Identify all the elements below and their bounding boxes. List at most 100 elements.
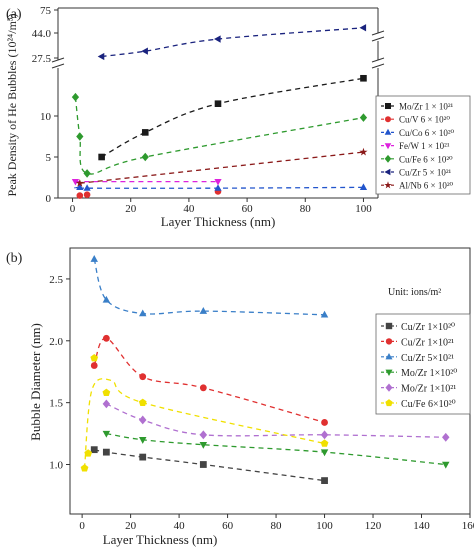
data-point [102, 388, 111, 397]
data-point [214, 178, 222, 186]
data-point [359, 147, 368, 156]
y-tick-label: 27.5 [32, 53, 52, 65]
fit-curve [101, 27, 364, 58]
data-point [75, 178, 84, 187]
panel-b-points [80, 255, 450, 484]
data-point [102, 399, 111, 409]
data-point [442, 461, 450, 469]
panel-b-legend-items: Cu/Zr 1×10²⁰ Cu/Zr 1×10²¹ Cu/Zr 5×10²¹ Mo/Z… [381, 322, 457, 410]
data-point [321, 477, 328, 484]
y-tick-label: 44.0 [32, 28, 52, 40]
x-tick-label: 20 [125, 203, 137, 215]
y-tick-label: 1.0 [49, 460, 63, 472]
data-point [320, 310, 329, 318]
y-tick-label: 2.5 [49, 274, 63, 286]
x-tick-label: 40 [183, 203, 195, 215]
data-point [199, 461, 207, 468]
y-tick-label: 5 [46, 152, 52, 164]
panel-a-y-ticks: 0 5 10 27.5 44.0 75 [32, 5, 58, 205]
data-point [83, 184, 91, 191]
panel-a-x-label: Layer Thickness (nm) [161, 214, 276, 229]
panel-a-axis-break [51, 30, 386, 69]
legend-label: Cu/V 6 × 10²⁰ [399, 115, 450, 125]
data-point [141, 152, 149, 162]
data-point [90, 362, 98, 369]
x-tick-label: 100 [316, 520, 333, 532]
data-point [320, 449, 329, 457]
legend-marker [384, 168, 391, 176]
legend-marker [384, 143, 392, 150]
data-point [71, 92, 80, 102]
data-point [83, 169, 91, 178]
data-point [90, 354, 99, 362]
panel-a-points [71, 24, 368, 199]
x-tick-label: 0 [70, 203, 76, 215]
data-point [138, 398, 147, 406]
panel-a-y-label: Peak Density of He Bubbles (10²⁴/m³) [5, 13, 19, 196]
legend-label: Cu/Zr 1×10²¹ [401, 337, 454, 348]
legend-label: Al/Nb 6 × 10²⁰ [399, 181, 454, 191]
data-point [321, 419, 328, 426]
x-tick-label: 120 [365, 520, 382, 532]
x-tick-label: 0 [79, 520, 85, 532]
data-point [102, 430, 111, 438]
data-point [139, 453, 147, 461]
panel-b: (b) 0 20 40 60 80 100 120 140 160 1.0 1.5 2.0 2.5 L… [6, 247, 474, 547]
legend-label: Cu/Zr 5×10²¹ [401, 353, 454, 364]
data-point [98, 153, 105, 161]
panel-b-x-label: Layer Thickness (nm) [103, 532, 218, 547]
data-point [360, 74, 367, 82]
legend-marker [385, 103, 391, 109]
panel-a-x-ticks: 0 20 40 60 80 100 [70, 198, 372, 215]
fit-curve [83, 378, 325, 469]
y-tick-label: 2.0 [49, 336, 63, 348]
data-point [102, 448, 110, 456]
x-tick-label: 20 [125, 520, 137, 532]
panel-b-y-ticks: 1.0 1.5 2.0 2.5 [49, 274, 70, 472]
fit-curve [74, 186, 364, 189]
y-tick-label: 75 [40, 5, 52, 17]
panel-b-fit-curves [83, 258, 446, 482]
data-point [102, 334, 110, 342]
fit-curve [74, 97, 364, 175]
legend-label: Fe/W 1 × 10²¹ [399, 141, 450, 151]
legend-marker [384, 181, 392, 189]
legend-label: Mo/Zr 1×10²¹ [401, 384, 456, 395]
legend-label: Cu/Co 6 × 10²⁰ [399, 128, 455, 138]
data-point [320, 439, 329, 447]
legend-label: Cu/Fe 6×10²⁰ [401, 399, 456, 410]
data-point [76, 192, 84, 199]
panel-b-legend [375, 313, 471, 415]
data-point [97, 52, 105, 61]
data-point [141, 47, 148, 55]
fit-curve [106, 403, 446, 438]
data-point [139, 373, 147, 381]
panel-b-legend-title: Unit: ions/m² [388, 287, 441, 298]
legend-marker [385, 352, 393, 360]
data-point [320, 430, 329, 440]
legend-marker [385, 322, 393, 330]
x-tick-label: 160 [462, 520, 474, 532]
x-tick-label: 40 [174, 520, 186, 532]
data-point [90, 255, 98, 262]
data-point [359, 183, 368, 190]
x-tick-label: 80 [271, 520, 283, 532]
data-point [442, 432, 450, 442]
legend-marker [385, 399, 393, 407]
data-point [359, 24, 367, 32]
data-point [214, 35, 221, 43]
x-tick-label: 60 [222, 520, 234, 532]
fit-curve [101, 77, 364, 158]
x-tick-label: 60 [242, 203, 254, 215]
legend-marker [384, 128, 392, 135]
data-point [80, 464, 89, 472]
fit-curve [106, 432, 446, 466]
data-point [199, 307, 208, 314]
legend-label: Cu/Zr 5 × 10²¹ [399, 168, 452, 178]
data-point [71, 178, 80, 186]
legend-label: Mo/Zr 1×10²⁰ [401, 368, 457, 379]
x-tick-label: 80 [300, 203, 312, 215]
legend-marker [385, 116, 391, 123]
x-tick-label: 140 [413, 520, 430, 532]
